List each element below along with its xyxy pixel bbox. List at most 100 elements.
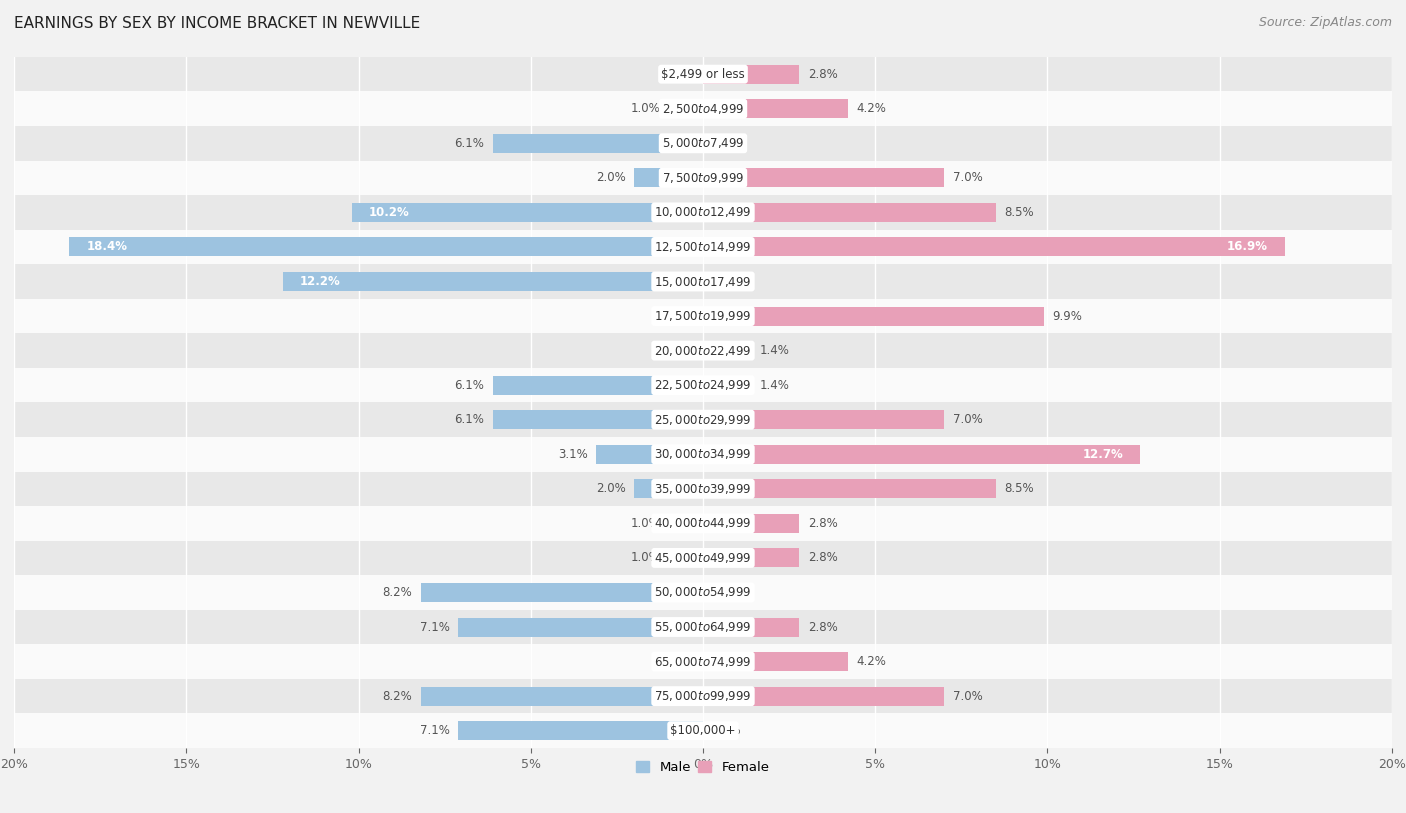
Text: 8.5%: 8.5% [1004,206,1033,219]
Text: 7.1%: 7.1% [420,724,450,737]
Bar [703,480,995,498]
Bar [283,272,703,291]
Text: $35,000 to $39,999: $35,000 to $39,999 [654,482,752,496]
Bar [14,264,1392,298]
Bar [14,714,1392,748]
Bar [14,644,1392,679]
Text: 0.0%: 0.0% [665,655,695,668]
Text: 1.0%: 1.0% [630,517,659,530]
Text: 0.0%: 0.0% [711,586,741,599]
Bar [14,161,1392,195]
Text: $65,000 to $74,999: $65,000 to $74,999 [654,654,752,668]
Text: 12.7%: 12.7% [1083,448,1123,461]
Text: 0.0%: 0.0% [711,137,741,150]
Bar [14,576,1392,610]
Text: 6.1%: 6.1% [454,137,484,150]
Text: 2.8%: 2.8% [808,67,838,80]
Bar [14,91,1392,126]
Text: 12.2%: 12.2% [299,275,340,288]
Text: EARNINGS BY SEX BY INCOME BRACKET IN NEWVILLE: EARNINGS BY SEX BY INCOME BRACKET IN NEW… [14,16,420,31]
Text: $10,000 to $12,499: $10,000 to $12,499 [654,206,752,220]
Bar [14,57,1392,91]
Text: 2.8%: 2.8% [808,620,838,633]
Text: $40,000 to $44,999: $40,000 to $44,999 [654,516,752,530]
Text: $12,500 to $14,999: $12,500 to $14,999 [654,240,752,254]
Text: 16.9%: 16.9% [1227,241,1268,254]
Text: $100,000+: $100,000+ [671,724,735,737]
Bar [14,541,1392,576]
Text: 2.8%: 2.8% [808,551,838,564]
Bar [703,168,945,187]
Text: 4.2%: 4.2% [856,655,886,668]
Bar [703,237,1285,256]
Text: 18.4%: 18.4% [86,241,128,254]
Text: 6.1%: 6.1% [454,413,484,426]
Bar [703,445,1140,463]
Text: $55,000 to $64,999: $55,000 to $64,999 [654,620,752,634]
Bar [703,618,800,637]
Text: $5,000 to $7,499: $5,000 to $7,499 [662,137,744,150]
Bar [69,237,703,256]
Bar [494,376,703,394]
Text: 8.2%: 8.2% [382,586,412,599]
Text: $30,000 to $34,999: $30,000 to $34,999 [654,447,752,461]
Bar [420,687,703,706]
Bar [703,341,751,360]
Bar [703,376,751,394]
Text: Source: ZipAtlas.com: Source: ZipAtlas.com [1258,16,1392,29]
Text: 1.4%: 1.4% [759,344,790,357]
Bar [14,367,1392,402]
Bar [703,307,1045,325]
Text: $25,000 to $29,999: $25,000 to $29,999 [654,413,752,427]
Bar [14,437,1392,472]
Text: 8.5%: 8.5% [1004,482,1033,495]
Bar [494,411,703,429]
Bar [14,610,1392,644]
Text: 7.0%: 7.0% [953,172,983,185]
Bar [14,229,1392,264]
Bar [596,445,703,463]
Text: 8.2%: 8.2% [382,689,412,702]
Bar [14,126,1392,161]
Legend: Male, Female: Male, Female [631,756,775,780]
Bar [420,583,703,602]
Bar [458,618,703,637]
Text: $75,000 to $99,999: $75,000 to $99,999 [654,689,752,703]
Bar [14,195,1392,229]
Text: 4.2%: 4.2% [856,102,886,115]
Bar [14,472,1392,506]
Text: 1.0%: 1.0% [630,551,659,564]
Text: $22,500 to $24,999: $22,500 to $24,999 [654,378,752,392]
Text: 10.2%: 10.2% [368,206,409,219]
Bar [634,168,703,187]
Text: $45,000 to $49,999: $45,000 to $49,999 [654,551,752,565]
Bar [669,99,703,118]
Bar [14,679,1392,714]
Bar [14,333,1392,367]
Text: 3.1%: 3.1% [558,448,588,461]
Bar [494,134,703,153]
Text: $17,500 to $19,999: $17,500 to $19,999 [654,309,752,323]
Bar [669,514,703,533]
Text: 7.0%: 7.0% [953,413,983,426]
Bar [352,203,703,222]
Text: 7.0%: 7.0% [953,689,983,702]
Bar [703,411,945,429]
Text: 2.0%: 2.0% [596,482,626,495]
Text: 6.1%: 6.1% [454,379,484,392]
Text: $7,500 to $9,999: $7,500 to $9,999 [662,171,744,185]
Bar [703,652,848,671]
Text: 2.0%: 2.0% [596,172,626,185]
Text: $50,000 to $54,999: $50,000 to $54,999 [654,585,752,599]
Bar [703,549,800,567]
Text: $20,000 to $22,499: $20,000 to $22,499 [654,344,752,358]
Text: 0.0%: 0.0% [711,275,741,288]
Bar [703,514,800,533]
Text: $2,499 or less: $2,499 or less [661,67,745,80]
Text: 0.0%: 0.0% [665,344,695,357]
Bar [458,721,703,740]
Bar [14,298,1392,333]
Text: 1.4%: 1.4% [759,379,790,392]
Bar [703,99,848,118]
Bar [703,687,945,706]
